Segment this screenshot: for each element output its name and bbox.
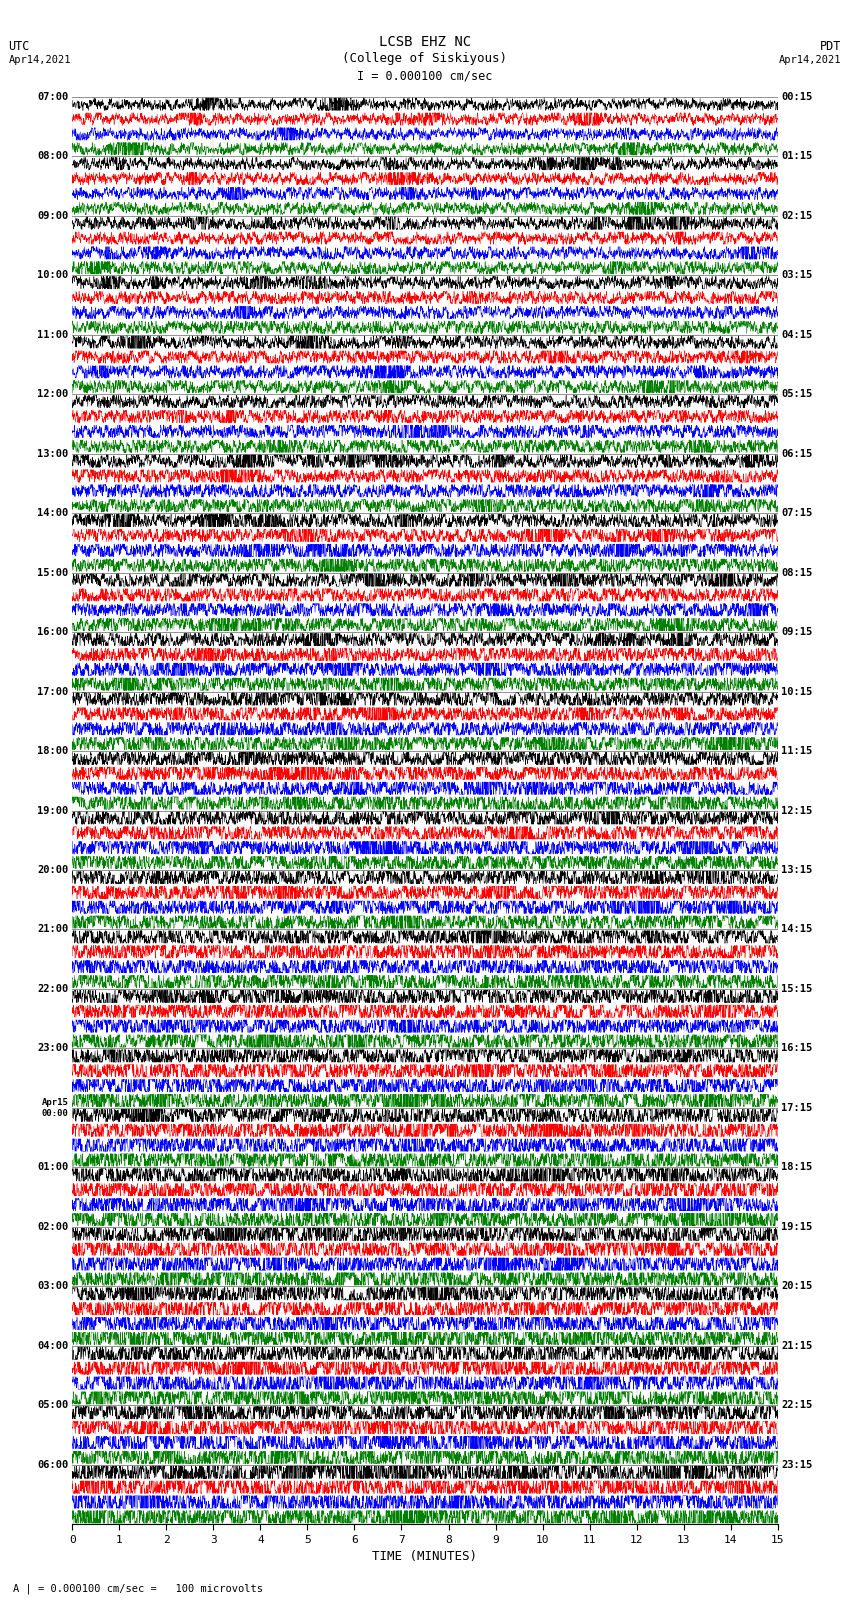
Text: 22:00: 22:00 <box>37 984 69 994</box>
Text: 12:15: 12:15 <box>781 805 813 816</box>
Text: 00:15: 00:15 <box>781 92 813 102</box>
Text: 12:00: 12:00 <box>37 389 69 398</box>
Text: 19:15: 19:15 <box>781 1223 813 1232</box>
Text: 21:15: 21:15 <box>781 1340 813 1350</box>
Text: 18:00: 18:00 <box>37 747 69 756</box>
Text: 18:15: 18:15 <box>781 1163 813 1173</box>
Text: 05:15: 05:15 <box>781 389 813 398</box>
Text: 15:00: 15:00 <box>37 568 69 577</box>
Text: UTC: UTC <box>8 40 30 53</box>
Text: (College of Siskiyous): (College of Siskiyous) <box>343 52 507 65</box>
Text: 06:15: 06:15 <box>781 448 813 458</box>
Text: 07:15: 07:15 <box>781 508 813 518</box>
Text: 03:15: 03:15 <box>781 271 813 281</box>
Text: 20:15: 20:15 <box>781 1281 813 1292</box>
Text: 07:00: 07:00 <box>37 92 69 102</box>
Text: 02:15: 02:15 <box>781 211 813 221</box>
Text: 04:00: 04:00 <box>37 1340 69 1350</box>
Text: 22:15: 22:15 <box>781 1400 813 1410</box>
Text: 01:00: 01:00 <box>37 1163 69 1173</box>
Text: Apr15
00:00: Apr15 00:00 <box>42 1098 69 1118</box>
Text: 19:00: 19:00 <box>37 805 69 816</box>
Text: 08:00: 08:00 <box>37 152 69 161</box>
Text: 10:15: 10:15 <box>781 687 813 697</box>
Text: LCSB EHZ NC: LCSB EHZ NC <box>379 35 471 50</box>
Text: A | = 0.000100 cm/sec =   100 microvolts: A | = 0.000100 cm/sec = 100 microvolts <box>13 1582 263 1594</box>
Text: 09:00: 09:00 <box>37 211 69 221</box>
Text: 23:00: 23:00 <box>37 1044 69 1053</box>
Text: Apr14,2021: Apr14,2021 <box>8 55 71 65</box>
Text: 14:00: 14:00 <box>37 508 69 518</box>
Text: 01:15: 01:15 <box>781 152 813 161</box>
Text: 23:15: 23:15 <box>781 1460 813 1469</box>
Text: 17:15: 17:15 <box>781 1103 813 1113</box>
Text: PDT: PDT <box>820 40 842 53</box>
Text: 06:00: 06:00 <box>37 1460 69 1469</box>
Text: 04:15: 04:15 <box>781 329 813 340</box>
Text: 20:00: 20:00 <box>37 865 69 874</box>
Text: 08:15: 08:15 <box>781 568 813 577</box>
Text: 03:00: 03:00 <box>37 1281 69 1292</box>
Text: 13:15: 13:15 <box>781 865 813 874</box>
Text: 05:00: 05:00 <box>37 1400 69 1410</box>
Text: 21:00: 21:00 <box>37 924 69 934</box>
Text: 10:00: 10:00 <box>37 271 69 281</box>
Text: 16:15: 16:15 <box>781 1044 813 1053</box>
Text: 16:00: 16:00 <box>37 627 69 637</box>
Text: 11:15: 11:15 <box>781 747 813 756</box>
X-axis label: TIME (MINUTES): TIME (MINUTES) <box>372 1550 478 1563</box>
Text: 02:00: 02:00 <box>37 1223 69 1232</box>
Text: Apr14,2021: Apr14,2021 <box>779 55 842 65</box>
Text: I = 0.000100 cm/sec: I = 0.000100 cm/sec <box>357 69 493 82</box>
Text: 17:00: 17:00 <box>37 687 69 697</box>
Text: 15:15: 15:15 <box>781 984 813 994</box>
Text: 13:00: 13:00 <box>37 448 69 458</box>
Text: 09:15: 09:15 <box>781 627 813 637</box>
Text: 14:15: 14:15 <box>781 924 813 934</box>
Text: 11:00: 11:00 <box>37 329 69 340</box>
